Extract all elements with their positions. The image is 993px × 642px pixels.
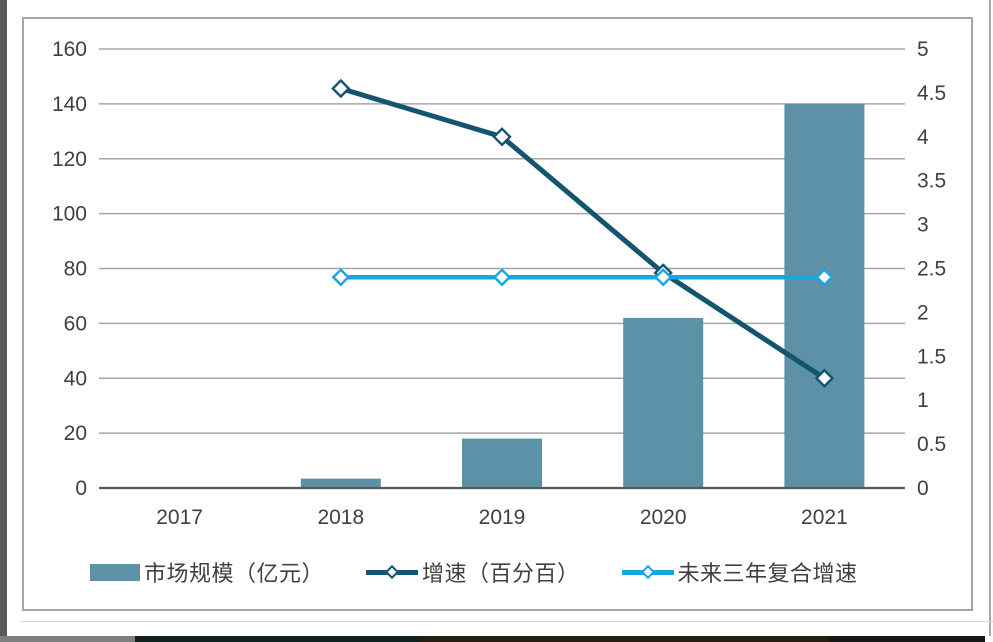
- diamond-marker-icon: [814, 368, 835, 388]
- diamond-marker-icon: [492, 268, 512, 287]
- svg-text:2.5: 2.5: [917, 258, 946, 281]
- diamond-marker-icon: [331, 78, 351, 99]
- sliver-segment: [135, 636, 420, 642]
- svg-text:160: 160: [52, 38, 87, 61]
- legend-label-future-cagr: 未来三年复合增速: [677, 561, 858, 586]
- line-series-future-cagr: [331, 268, 834, 287]
- diamond-marker-icon: [331, 268, 350, 287]
- sliver-segment: [985, 636, 993, 642]
- svg-text:2018: 2018: [317, 506, 364, 529]
- svg-text:3.5: 3.5: [917, 170, 946, 193]
- sliver-segment: [830, 636, 985, 642]
- svg-text:120: 120: [52, 148, 87, 171]
- svg-text:0.5: 0.5: [917, 433, 946, 456]
- legend-label-growth-rate: 增速（百分百）: [422, 561, 580, 586]
- svg-text:0: 0: [917, 477, 929, 500]
- bar-2020: [623, 317, 704, 488]
- divider-line: [20, 621, 993, 622]
- svg-text:5: 5: [917, 38, 929, 61]
- legend-bar-swatch: [90, 563, 140, 581]
- legend-label-market-size: 市场规模（亿元）: [144, 561, 325, 586]
- x-axis-tick-labels: 2017 2018 2019 2020 2021: [156, 506, 848, 529]
- diamond-marker-icon: [492, 127, 512, 147]
- legend-item-future-cagr: 未来三年复合增速: [621, 556, 858, 588]
- left-axis-tick-labels: 0 20 40 60 80 100 120 140 160: [52, 38, 87, 500]
- legend-item-market-size: 市场规模（亿元）: [90, 556, 324, 588]
- line-series-growth-rate: [331, 78, 835, 388]
- svg-text:140: 140: [52, 93, 87, 116]
- svg-text:40: 40: [64, 367, 87, 390]
- svg-text:2019: 2019: [479, 506, 526, 529]
- legend-item-growth-rate: 增速（百分百）: [366, 556, 580, 588]
- svg-text:80: 80: [64, 258, 87, 281]
- sliver-segment: [0, 636, 135, 642]
- svg-text:100: 100: [52, 203, 87, 226]
- gridlines: [99, 48, 905, 434]
- chart-legend: 市场规模（亿元） 增速（百分百） 未来三年复合增速: [90, 557, 858, 587]
- svg-text:60: 60: [64, 312, 87, 335]
- window-left-edge: [0, 0, 7, 636]
- sliver-segment: [420, 636, 830, 642]
- bottom-window-sliver: [0, 636, 993, 642]
- svg-text:20: 20: [64, 422, 87, 445]
- bar-series-market-size: [300, 103, 865, 488]
- diamond-marker-icon: [640, 564, 655, 580]
- svg-text:4: 4: [917, 126, 929, 149]
- bar-2019: [462, 438, 542, 488]
- legend-line-swatch-cagr: [621, 564, 674, 580]
- svg-text:3: 3: [917, 214, 929, 237]
- combo-chart-plot: 0 20 40 60 80 100 120 140 160 0 0.5 1 1.5 2 2.5 3 3.5 4 4.…: [52, 38, 946, 529]
- diamond-marker-icon: [815, 268, 834, 287]
- window-right-edge: [989, 0, 991, 636]
- svg-text:0: 0: [75, 477, 87, 500]
- svg-text:4.5: 4.5: [917, 82, 946, 105]
- svg-text:2020: 2020: [640, 506, 687, 529]
- svg-text:2021: 2021: [801, 506, 848, 529]
- svg-text:1: 1: [917, 389, 929, 412]
- right-axis-tick-labels: 0 0.5 1 1.5 2 2.5 3 3.5 4 4.5 5: [917, 38, 946, 500]
- diamond-marker-icon: [384, 564, 400, 580]
- legend-line-swatch-growth: [366, 564, 419, 580]
- bar-2018: [300, 478, 381, 488]
- svg-text:2017: 2017: [156, 506, 203, 529]
- bar-2021: [784, 103, 865, 488]
- chart-container: 0 20 40 60 80 100 120 140 160 0 0.5 1 1.5 2 2.5 3 3.5 4 4.…: [22, 17, 973, 611]
- diamond-marker-icon: [654, 268, 673, 287]
- svg-text:1.5: 1.5: [917, 345, 946, 368]
- svg-text:2: 2: [917, 301, 929, 324]
